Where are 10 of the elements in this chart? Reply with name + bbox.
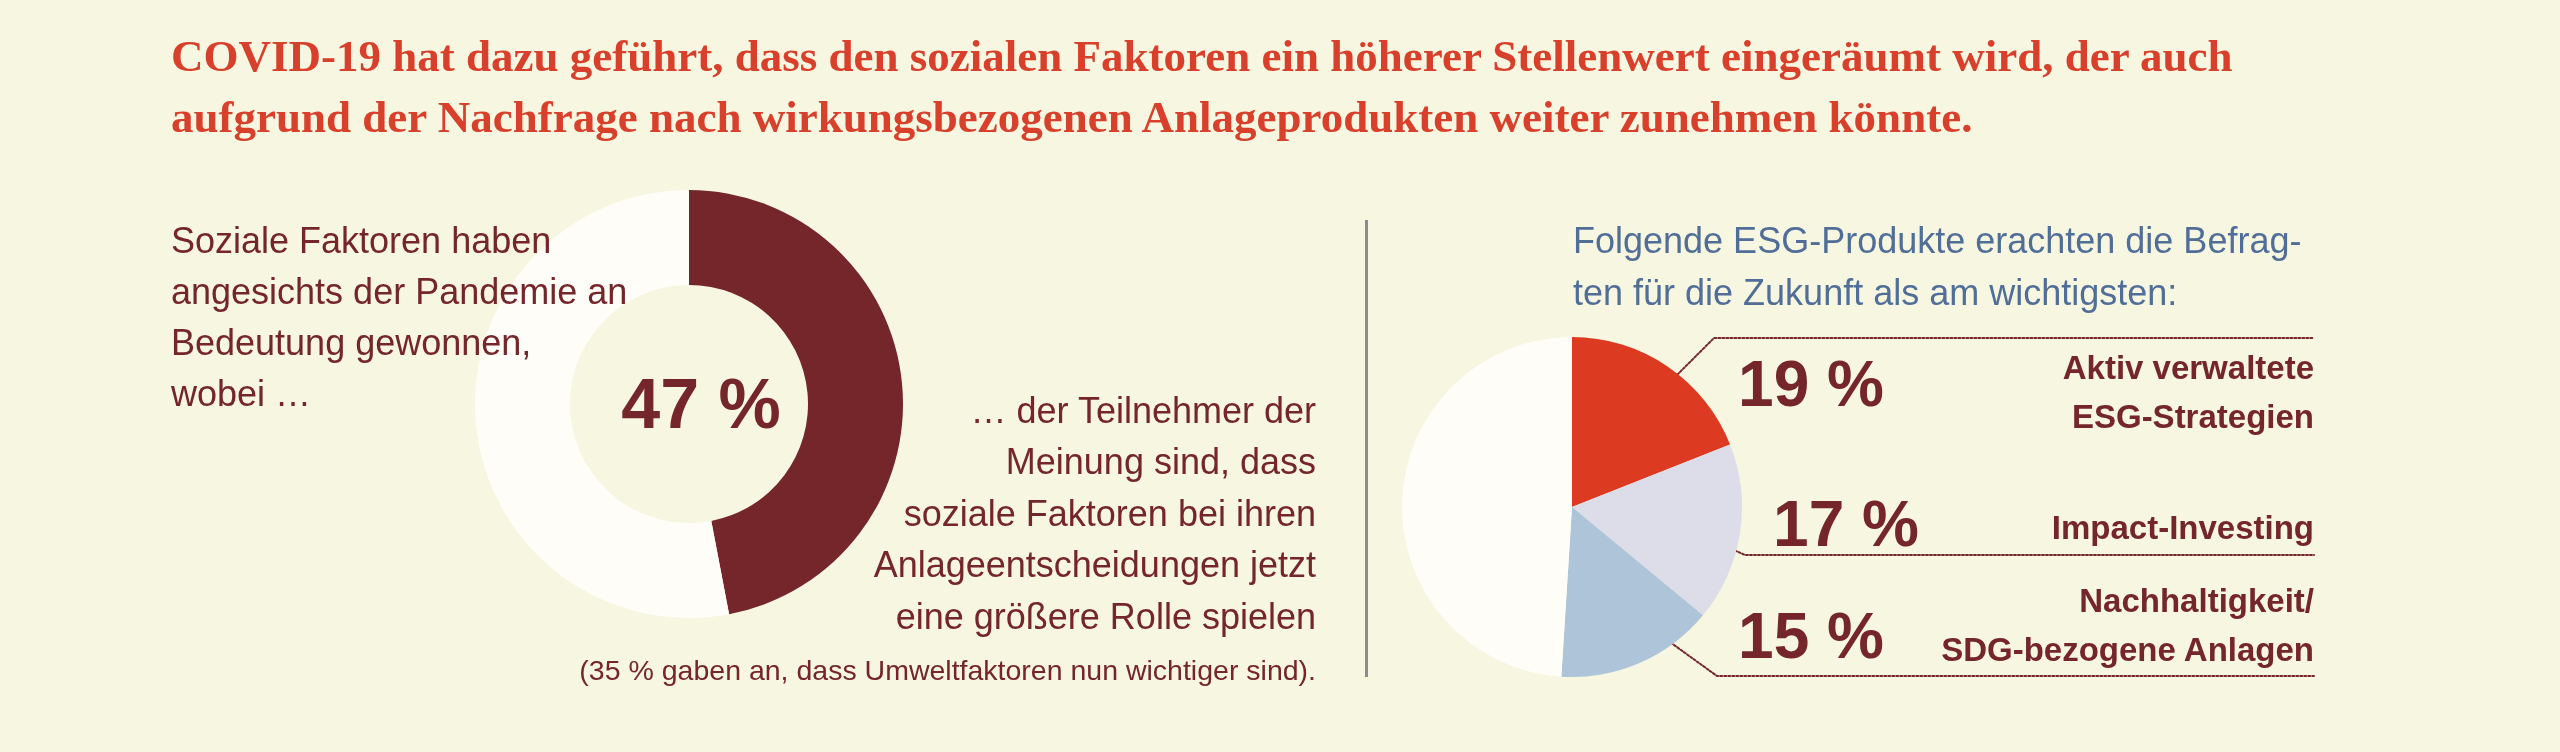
slice-label: … der Teilnehmer der Meinung sind, dass soziale Faktoren bei ihren Anlageentscheidungen jetzt eine größere Rolle spielen bbox=[873, 389, 1317, 637]
text: (35 % gaben an, dass Umweltfaktoren nun wichtiger sind). bbox=[579, 654, 1316, 686]
chart-title: Folgende ESG-Produkte erachten die Befrag- ten für die Zukunft als am wichtigsten: bbox=[1573, 219, 2302, 313]
slice-label: Nachhaltigkeit/ SDG-bezogene Anlagen bbox=[1941, 582, 2314, 668]
slice-label: Aktiv verwaltete ESG-Strategien bbox=[2062, 349, 2314, 435]
data-label: 15 % bbox=[1738, 600, 1884, 672]
data-label: 17 % bbox=[1773, 488, 1919, 560]
chart-title: COVID-19 hat dazu geführt, dass den sozialen Faktoren ein höherer Stellenwert eingeräumt wird, der auch aufgrund der Nachfrage nach wirkungsbezogenen Anlageprodukten weiter zunehmen könnte. bbox=[171, 30, 2233, 144]
data-label: 19 % bbox=[1738, 348, 1884, 420]
slice-label: Impact-Investing bbox=[2051, 508, 2314, 546]
